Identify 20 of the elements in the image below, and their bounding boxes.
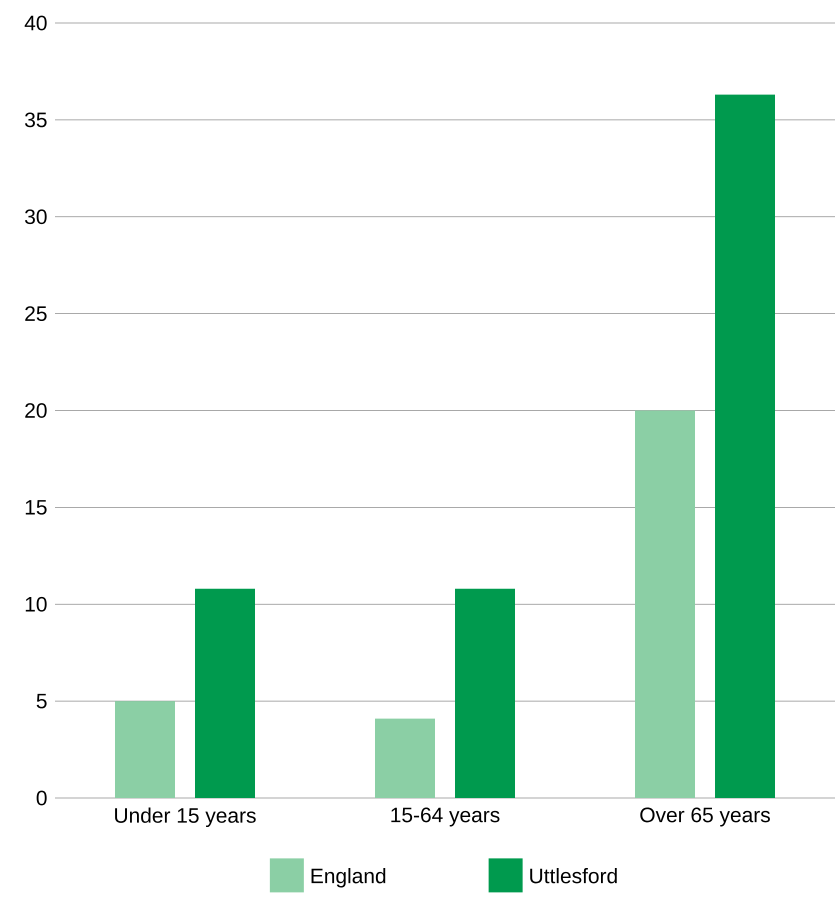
y-tick-label: 40	[24, 16, 47, 30]
bar	[455, 588, 516, 798]
legend-label: Uttlesford	[530, 868, 617, 884]
y-tick-label: 5	[36, 694, 47, 708]
bar	[375, 718, 436, 798]
bar	[195, 588, 256, 798]
y-tick-label: 10	[26, 596, 47, 612]
y-tick-label: 25	[25, 306, 47, 322]
y-tick-label: 20	[25, 403, 47, 418]
y-tick-label: 15	[26, 500, 47, 515]
y-tick-label: 30	[25, 209, 47, 224]
legend-label: England	[312, 868, 386, 888]
x-tick-label: 15-64 years	[391, 808, 500, 826]
bar	[715, 94, 776, 798]
y-tick-label: 0	[36, 790, 47, 806]
bar	[635, 410, 696, 798]
x-tick-label: Under 15 years	[115, 808, 256, 828]
x-tick-label: Over 65 years	[640, 808, 770, 826]
bar	[115, 701, 175, 798]
y-tick-label: 35	[25, 112, 47, 128]
